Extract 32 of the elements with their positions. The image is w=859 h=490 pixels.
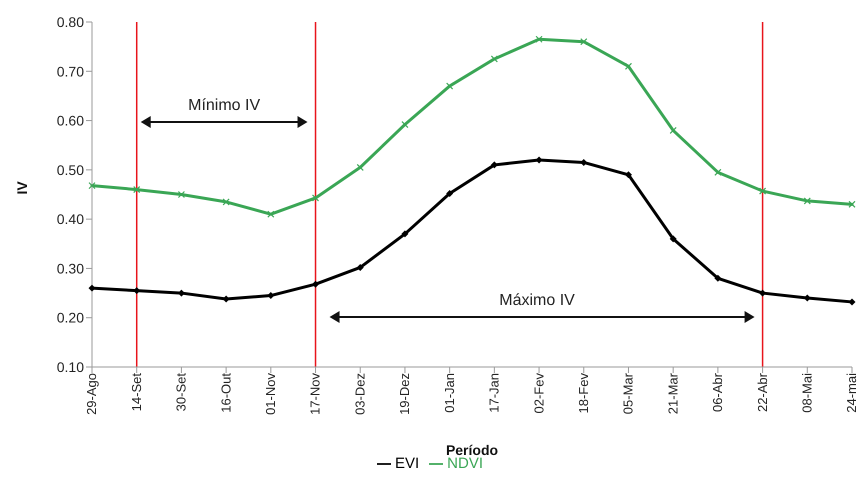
y-tick-label: 0.20 bbox=[56, 310, 84, 326]
legend-label: EVI bbox=[394, 455, 420, 472]
y-tick-label: 0.70 bbox=[56, 63, 84, 80]
x-tick-label: 16-Out bbox=[218, 372, 234, 413]
x-tick-label: 30-Set bbox=[174, 372, 189, 412]
y-tick-label: 0.80 bbox=[56, 14, 84, 30]
y-tick-label: 0.10 bbox=[56, 358, 84, 375]
x-tick-label: 08-Mai bbox=[800, 372, 815, 413]
x-tick-label: 05-Mar bbox=[620, 372, 636, 414]
annotation: Máximo IV bbox=[499, 292, 576, 309]
y-tick-label: 0.50 bbox=[56, 162, 84, 178]
legend-label: NDVI bbox=[447, 455, 484, 472]
x-tick-label: 06-Abr bbox=[710, 372, 726, 412]
x-tick-label: 21-Mar bbox=[665, 372, 680, 414]
x-axis-title: Período bbox=[446, 442, 498, 458]
x-tick-label: 03-Dez bbox=[352, 373, 368, 415]
x-tick-label: 24-mai bbox=[844, 372, 859, 413]
x-tick-label: 02-Fev bbox=[531, 372, 546, 414]
x-tick-label: 01-Nov bbox=[263, 372, 278, 415]
x-tick-label: 22-Abr bbox=[754, 372, 770, 412]
y-axis-title: IV bbox=[14, 180, 30, 194]
x-tick-label: 17-Nov bbox=[308, 372, 323, 415]
x-tick-label: 14-Set bbox=[128, 372, 144, 412]
x-tick-label: 17-Jan bbox=[486, 373, 502, 413]
y-tick-label: 0.40 bbox=[56, 211, 84, 228]
y-tick-label: 0.60 bbox=[56, 112, 84, 129]
x-tick-label: 01-Jan bbox=[442, 373, 457, 413]
x-tick-label: 19-Dez bbox=[397, 373, 412, 415]
x-tick-label: 29-Ago bbox=[84, 373, 100, 415]
y-tick-label: 0.30 bbox=[56, 260, 84, 276]
annotation: Mínimo IV bbox=[188, 97, 260, 114]
x-tick-label: 18-Fev bbox=[576, 372, 591, 414]
